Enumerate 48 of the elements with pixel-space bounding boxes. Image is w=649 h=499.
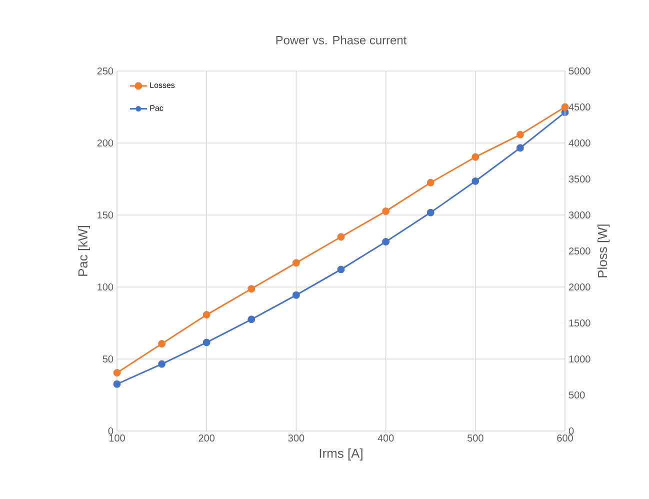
point [292,291,300,299]
x-axis-title: Irms [A] [320,448,362,460]
x-tick-label: 100 [109,434,125,442]
y2-tick-label: 4000 [568,139,590,147]
point [337,233,345,241]
y-tick-label: 150 [98,211,114,219]
point [472,153,480,161]
point [158,360,166,368]
point [158,340,166,348]
y2-tick-label: 1500 [569,319,590,327]
point [426,178,434,186]
point [516,130,524,138]
point [561,103,569,111]
y2-tick-label: 0 [568,427,574,435]
point [113,369,121,376]
point [516,144,524,152]
point [426,208,434,216]
point [337,266,345,274]
y2-tick-label: 500 [568,391,585,399]
y2-tick-label: 2500 [569,247,590,255]
point [472,177,480,185]
y2-tick-label: 3000 [568,211,590,219]
y-tick-label: 200 [97,139,114,147]
point [292,259,300,267]
point [382,207,390,215]
x-tick-label: 500 [468,434,484,442]
x-tick-label: 300 [288,434,304,442]
y2-tick-label: 2000 [569,283,590,291]
y-tick-label: 50 [102,355,114,363]
x-tick-label: 600 [557,434,573,442]
point [113,380,121,388]
y2-tick-label: 1000 [569,355,590,363]
y2-tick-label: 3500 [568,175,590,183]
point [248,316,256,324]
point [248,285,256,293]
y-tick-label: 0 [108,427,114,435]
x-tick-label: 400 [378,434,394,442]
x-tick-label: 200 [198,434,215,442]
y-tick-label: 250 [97,67,114,75]
point [382,238,390,246]
y2-tick-label: 4500 [568,103,590,111]
point [202,338,210,346]
y-tick-label: 100 [98,283,114,291]
point [202,311,210,319]
y-axis-title: Pac [kW] [78,226,90,276]
y2-axis-title: Ploss [W] [598,224,610,278]
chart-title: Power vs. Phase current [276,36,407,44]
y2-tick-label: 5000 [568,67,590,75]
